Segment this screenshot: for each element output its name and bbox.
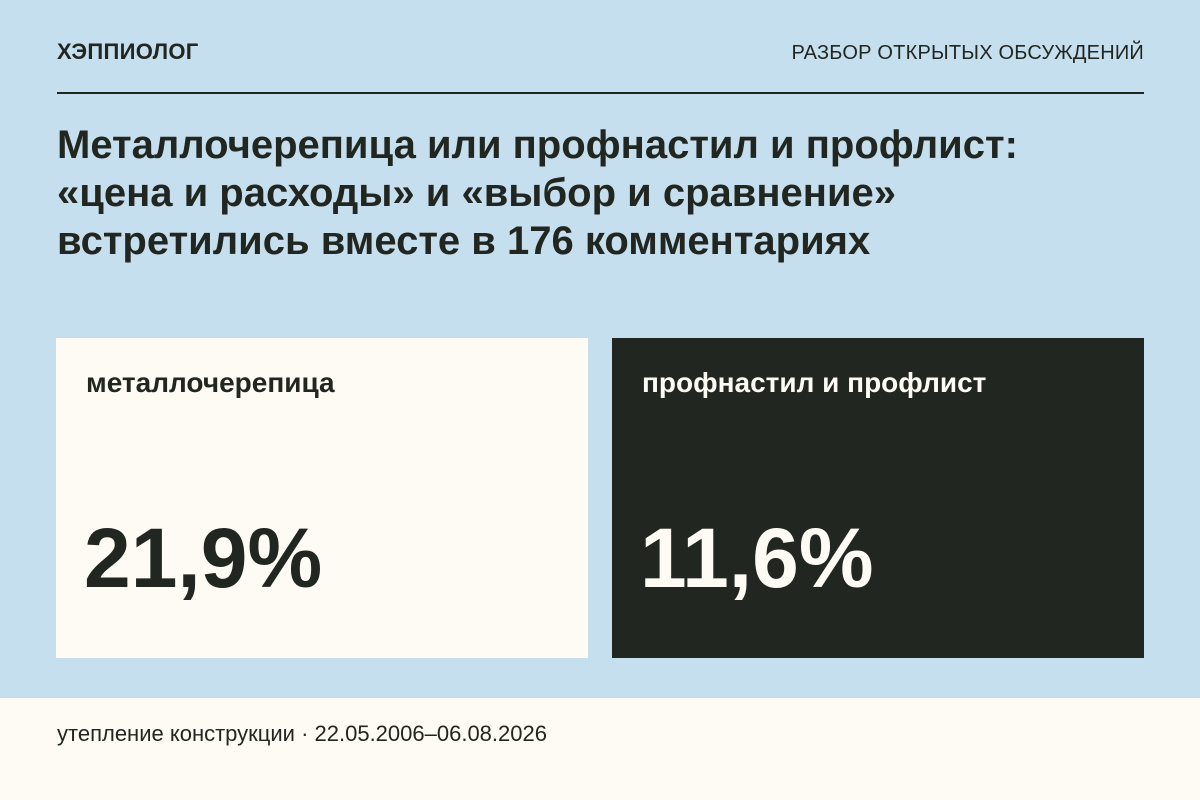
headline-line-3: встретились вместе в 176 комментариях xyxy=(57,219,871,263)
stat-card-metal-tile: металлочерепица 21,9% xyxy=(56,338,588,658)
headline-line-2: «цена и расходы» и «выбор и сравнение» xyxy=(57,171,897,215)
stat-card-label: профнастил и профлист xyxy=(642,367,987,398)
headline-line-1: Металлочерепица или профнастил и профлис… xyxy=(57,123,1018,167)
stat-card-profiled-sheet: профнастил и профлист 11,6% xyxy=(612,338,1144,658)
brand-logo: ХЭППИОЛОГ xyxy=(57,39,199,64)
footer-caption: утепление конструкции · 22.05.2006–06.08… xyxy=(57,721,547,746)
header-divider xyxy=(57,92,1144,94)
section-label: РАЗБОР ОТКРЫТЫХ ОБСУЖДЕНИЙ xyxy=(791,42,1144,64)
stat-card-value: 21,9% xyxy=(84,511,323,605)
stat-card-value: 11,6% xyxy=(640,511,874,605)
headline: Металлочерепица или профнастил и профлис… xyxy=(57,121,1147,265)
stat-card-label: металлочерепица xyxy=(86,367,335,398)
footer: утепление конструкции · 22.05.2006–06.08… xyxy=(0,698,1200,800)
